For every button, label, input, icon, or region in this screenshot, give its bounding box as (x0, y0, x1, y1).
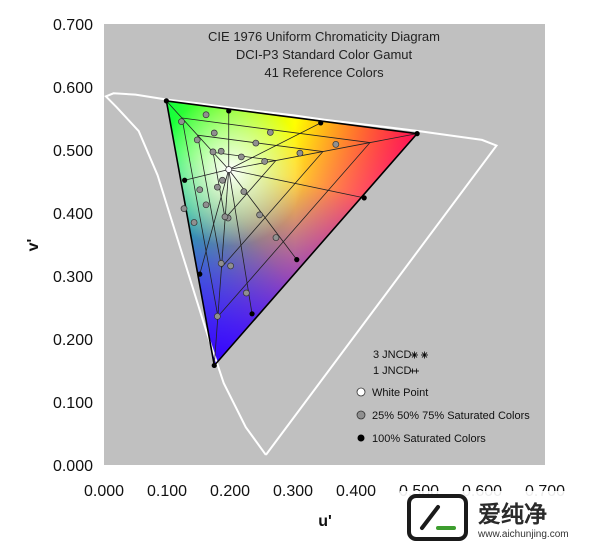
legend-white-point-label: White Point (372, 387, 428, 399)
saturated-color-point (217, 260, 225, 267)
saturated-color-point (266, 129, 274, 136)
y-tick-label: 0.000 (53, 458, 93, 475)
saturated-color-point (227, 262, 234, 270)
saturated-color-point (221, 213, 229, 221)
saturated-color-point (332, 140, 340, 148)
x-tick-label: 0.200 (210, 483, 250, 500)
saturated-color-point (209, 148, 217, 156)
y-tick-label: 0.200 (53, 332, 93, 349)
chart-title-line-1: CIE 1976 Uniform Chromaticity Diagram (208, 29, 440, 44)
jncd-3-marker (411, 351, 428, 359)
full-saturated-point (361, 195, 367, 201)
jncd-1-marker (410, 368, 419, 374)
full-saturated-point (197, 271, 203, 277)
legend-full-saturated-marker (357, 434, 365, 442)
full-saturated-point (226, 108, 232, 114)
saturated-color-point (190, 219, 198, 226)
saturated-color-point (202, 111, 210, 119)
saturated-color-point (296, 149, 304, 157)
saturated-color-point (219, 176, 226, 184)
full-saturated-point (318, 120, 324, 126)
watermark-logo-icon (407, 494, 468, 541)
hue-spoke (228, 169, 253, 314)
saturated-color-point (180, 205, 188, 212)
hue-spoke (199, 169, 230, 275)
y-tick-label: 0.500 (53, 143, 93, 160)
y-tick-label: 0.100 (53, 395, 93, 412)
saturated-color-point (178, 118, 185, 126)
saturation-triangle (197, 134, 324, 269)
saturated-color-point (252, 139, 260, 147)
saturated-color-point (214, 312, 221, 320)
x-tick-label: 0.300 (273, 483, 313, 500)
saturated-color-point (214, 183, 221, 191)
hue-spoke (228, 122, 321, 170)
chart-title-line-3: 41 Reference Colors (264, 65, 384, 80)
watermark: 爱纯净 www.aichunjing.com (400, 491, 596, 543)
legend-white-point-marker (356, 387, 366, 397)
full-saturated-point (249, 311, 255, 317)
plot-area (104, 24, 545, 465)
x-tick-label: 0.400 (336, 483, 376, 500)
saturated-color-point (243, 289, 250, 297)
watermark-url: www.aichunjing.com (477, 529, 569, 540)
saturated-color-point (202, 201, 210, 209)
chart-title-line-2: DCI-P3 Standard Color Gamut (236, 47, 413, 62)
saturated-color-point (210, 129, 218, 137)
full-saturated-point (294, 257, 300, 263)
gamut-triangle (165, 99, 419, 368)
legend-full-saturated-label: 100% Saturated Colors (372, 433, 486, 445)
hue-spoke (228, 169, 365, 199)
legend-saturated-label: 25% 50% 75% Saturated Colors (372, 410, 530, 422)
hue-spoke (166, 100, 230, 170)
full-saturated-point (414, 131, 420, 137)
legend-jncd-1-label: 1 JNCD (373, 365, 412, 377)
full-saturated-point (182, 177, 188, 183)
legend-saturated-marker (356, 410, 366, 420)
hue-spoke (228, 133, 418, 170)
hue-spoke (184, 169, 229, 181)
legend: 3 JNCD 1 JNCD White Point 25% 50% 75% Sa… (356, 349, 530, 445)
hue-spoke (213, 169, 230, 366)
saturated-color-point (196, 186, 204, 194)
y-tick-label: 0.300 (53, 269, 93, 286)
y-tick-label: 0.400 (53, 206, 93, 223)
x-axis-label: u' (318, 513, 332, 530)
full-saturated-point (163, 98, 169, 104)
y-axis-label: v' (25, 239, 42, 252)
full-saturated-point (211, 362, 217, 369)
watermark-text: 爱纯净 (478, 501, 547, 528)
saturated-color-point (261, 157, 268, 165)
saturated-color-point (237, 153, 245, 161)
legend-jncd-3-label: 3 JNCD (373, 349, 412, 361)
saturated-color-point (240, 188, 248, 195)
saturated-color-point (256, 211, 263, 219)
saturated-color-point (217, 147, 225, 155)
saturation-triangle (181, 117, 371, 318)
x-tick-label: 0.100 (147, 483, 187, 500)
white-point (225, 166, 233, 173)
saturated-color-point (193, 136, 201, 144)
y-tick-label: 0.600 (53, 80, 93, 97)
x-tick-label: 0.000 (84, 483, 124, 500)
y-tick-label: 0.700 (53, 17, 93, 34)
saturated-color-point (272, 234, 280, 241)
